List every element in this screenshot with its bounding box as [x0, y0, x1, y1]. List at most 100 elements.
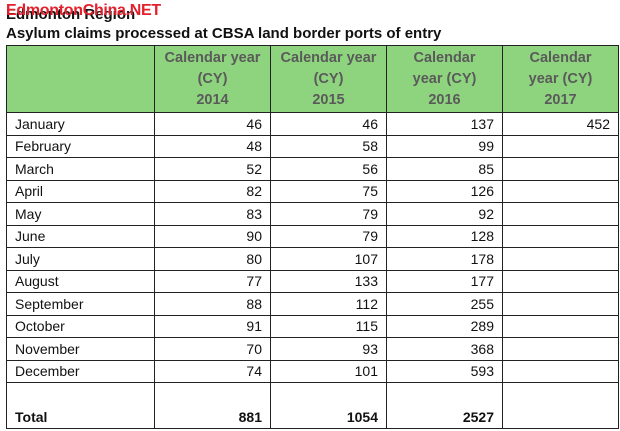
month-cell: February: [6, 134, 155, 158]
region-label: Edmonton Region: [6, 6, 136, 23]
month-cell: September: [6, 292, 155, 316]
table-row: September 88 112 255: [6, 292, 619, 316]
value-cell: 107: [270, 247, 387, 271]
column-header-line: year (CY): [528, 70, 593, 87]
total-value-cell: 1054: [270, 382, 387, 429]
column-header-line: Calendar: [413, 49, 476, 66]
value-cell: 115: [270, 314, 387, 338]
value-cell: 112: [270, 292, 387, 316]
value-cell: 52: [154, 157, 271, 181]
region-line: Edmonton Region EdmontonChina.NET: [4, 2, 616, 24]
month-cell: January: [6, 112, 155, 136]
value-cell: 79: [270, 224, 387, 248]
value-cell: 255: [386, 292, 503, 316]
total-value-cell: 881: [154, 382, 271, 429]
table-row: May 83 79 92: [6, 202, 619, 226]
month-cell: July: [6, 247, 155, 271]
month-cell: August: [6, 269, 155, 293]
value-cell: 137: [386, 112, 503, 136]
value-cell: [502, 314, 619, 338]
month-column-header: [6, 45, 155, 113]
value-cell: 46: [270, 112, 387, 136]
month-cell: May: [6, 202, 155, 226]
column-header-line: 2017: [544, 91, 577, 108]
month-cell: November: [6, 337, 155, 361]
table-row: August 77 133 177: [6, 269, 619, 293]
value-cell: 289: [386, 314, 503, 338]
value-cell: 593: [386, 359, 503, 383]
table-row: October 91 115 289: [6, 314, 619, 338]
value-cell: 83: [154, 202, 271, 226]
value-cell: 75: [270, 179, 387, 203]
column-header-line: Calendar year: [280, 49, 377, 66]
table-row: July 80 107 178: [6, 247, 619, 271]
column-header-line: Calendar year: [164, 49, 261, 66]
column-header-line: (CY): [313, 70, 344, 87]
value-cell: [502, 292, 619, 316]
table-title: Asylum claims processed at CBSA land bor…: [6, 25, 442, 42]
value-cell: 74: [154, 359, 271, 383]
value-cell: 133: [270, 269, 387, 293]
value-cell: 46: [154, 112, 271, 136]
value-cell: 88: [154, 292, 271, 316]
value-cell: [502, 359, 619, 383]
value-cell: 452: [502, 112, 619, 136]
value-cell: 92: [386, 202, 503, 226]
column-header-line: 2015: [312, 91, 345, 108]
value-cell: 70: [154, 337, 271, 361]
column-header-line: Calendar: [529, 49, 592, 66]
total-value-cell: [502, 382, 619, 429]
column-header-line: (CY): [197, 70, 228, 87]
value-cell: 85: [386, 157, 503, 181]
column-header-2015: Calendar year (CY) 2015: [270, 45, 387, 113]
value-cell: 91: [154, 314, 271, 338]
value-cell: 128: [386, 224, 503, 248]
month-cell: April: [6, 179, 155, 203]
value-cell: 56: [270, 157, 387, 181]
asylum-claims-table: Calendar year (CY) 2014 Calendar year (C…: [6, 45, 619, 429]
column-header-line: 2014: [196, 91, 229, 108]
month-cell: December: [6, 359, 155, 383]
table-row: January 46 46 137 452: [6, 112, 619, 136]
table-row: November 70 93 368: [6, 337, 619, 361]
page-header: Edmonton Region EdmontonChina.NET Asylum…: [4, 2, 616, 42]
column-header-line: year (CY): [412, 70, 477, 87]
value-cell: 79: [270, 202, 387, 226]
value-cell: [502, 202, 619, 226]
month-cell: June: [6, 224, 155, 248]
month-cell: October: [6, 314, 155, 338]
value-cell: 77: [154, 269, 271, 293]
total-row: Total 881 1054 2527: [6, 382, 619, 429]
value-cell: 126: [386, 179, 503, 203]
value-cell: 178: [386, 247, 503, 271]
value-cell: [502, 157, 619, 181]
total-label: Total: [6, 382, 155, 429]
table-row: December 74 101 593: [6, 359, 619, 383]
month-cell: March: [6, 157, 155, 181]
value-cell: 99: [386, 134, 503, 158]
value-cell: 82: [154, 179, 271, 203]
table-row: June 90 79 128: [6, 224, 619, 248]
table-row: February 48 58 99: [6, 134, 619, 158]
value-cell: [502, 269, 619, 293]
column-header-2017: Calendar year (CY) 2017: [502, 45, 619, 113]
value-cell: 177: [386, 269, 503, 293]
watermark-text: EdmontonChina.NET: [6, 2, 161, 19]
value-cell: 48: [154, 134, 271, 158]
column-header-2014: Calendar year (CY) 2014: [154, 45, 271, 113]
value-cell: [502, 134, 619, 158]
total-value-cell: 2527: [386, 382, 503, 429]
column-header-line: 2016: [428, 91, 461, 108]
value-cell: [502, 247, 619, 271]
value-cell: [502, 337, 619, 361]
value-cell: [502, 179, 619, 203]
table-row: April 82 75 126: [6, 179, 619, 203]
column-header-2016: Calendar year (CY) 2016: [386, 45, 503, 113]
value-cell: [502, 224, 619, 248]
value-cell: 58: [270, 134, 387, 158]
value-cell: 80: [154, 247, 271, 271]
table-header-row: Calendar year (CY) 2014 Calendar year (C…: [6, 45, 619, 113]
table-row: March 52 56 85: [6, 157, 619, 181]
value-cell: 368: [386, 337, 503, 361]
value-cell: 90: [154, 224, 271, 248]
